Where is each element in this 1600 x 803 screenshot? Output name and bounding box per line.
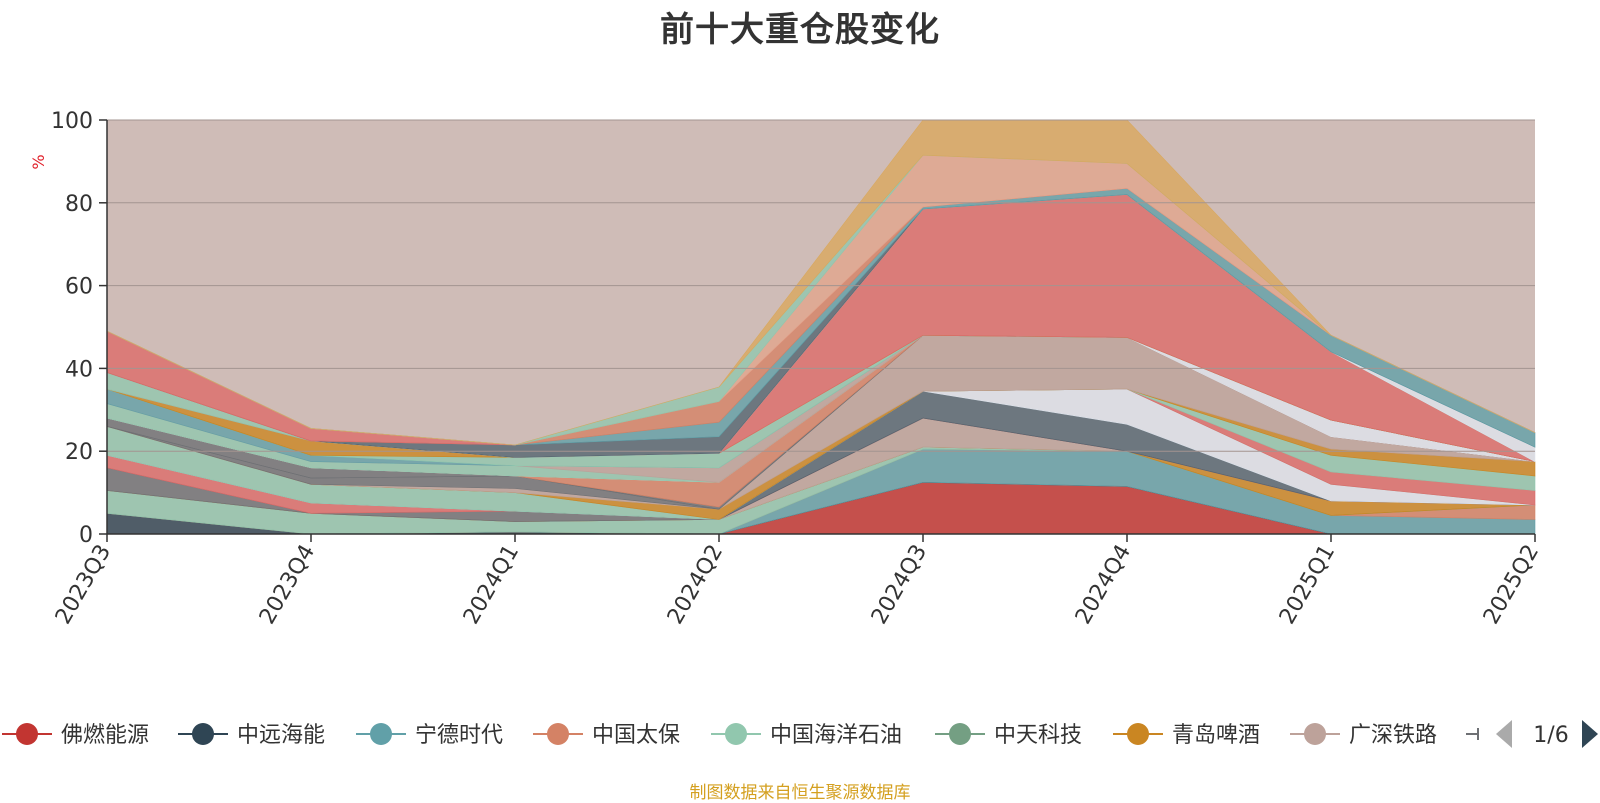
legend-marker (949, 723, 971, 745)
y-tick-label: 100 (51, 109, 93, 134)
y-tick-label: 80 (65, 192, 93, 217)
x-tick-label: 2024Q2 (663, 541, 728, 629)
series-areas (106, 119, 1536, 535)
legend-marker (192, 723, 214, 745)
legend-label: 青岛啤酒 (1172, 723, 1260, 748)
legend-marker (547, 723, 569, 745)
y-axis-unit-label: % (29, 154, 48, 169)
legend-next-page-icon[interactable] (1582, 720, 1598, 748)
area-series-36 (106, 119, 1536, 446)
x-tick-label: 2025Q2 (1479, 541, 1544, 629)
legend-item-佛燃能源[interactable]: 佛燃能源 (2, 723, 149, 748)
x-tick-label: 2023Q4 (255, 541, 320, 629)
legend-item-中远海能[interactable]: 中远海能 (178, 723, 325, 748)
legend-marker (1127, 723, 1149, 745)
x-tick-label: 2023Q3 (51, 541, 116, 629)
legend-label: 宁德时代 (415, 723, 503, 748)
y-tick-label: 20 (65, 440, 93, 465)
legend-label: 广深铁路 (1349, 723, 1437, 748)
x-tick-label: 2024Q1 (459, 541, 524, 629)
x-tick-label: 2025Q1 (1275, 541, 1340, 629)
legend-marker (1304, 723, 1326, 745)
chart-title: 前十大重仓股变化 (660, 10, 940, 50)
legend-label: 中远海能 (237, 723, 325, 748)
y-tick-label: 40 (65, 357, 93, 382)
y-tick-label: 60 (65, 275, 93, 300)
x-tick-label: 2024Q3 (867, 541, 932, 629)
legend-label: 中天科技 (994, 723, 1082, 748)
source-footnote: 制图数据来自恒生聚源数据库 (689, 783, 911, 803)
legend-page-indicator: 1/6 (1533, 723, 1568, 748)
legend-item-中国海洋石油[interactable]: 中国海洋石油 (711, 723, 902, 748)
legend-item-clipped[interactable] (1466, 728, 1479, 740)
legend-item-青岛啤酒[interactable]: 青岛啤酒 (1113, 723, 1260, 748)
legend[interactable]: 佛燃能源 中远海能 宁德时代 中国太保 中国海洋石油 中天科技 青岛啤酒 广深铁路 1/6 (2, 720, 1598, 748)
legend-marker (370, 723, 392, 745)
legend-label: 佛燃能源 (61, 723, 149, 748)
y-tick-label: 0 (79, 523, 93, 548)
legend-label: 中国太保 (592, 723, 680, 748)
legend-item-广深铁路[interactable]: 广深铁路 (1290, 723, 1437, 748)
legend-item-中天科技[interactable]: 中天科技 (935, 723, 1082, 748)
legend-marker (16, 723, 38, 745)
legend-item-中国太保[interactable]: 中国太保 (533, 723, 680, 748)
legend-marker (725, 723, 747, 745)
gridlines (107, 119, 1535, 452)
legend-prev-page-icon[interactable] (1496, 720, 1512, 748)
legend-item-宁德时代[interactable]: 宁德时代 (356, 723, 503, 748)
legend-label: 中国海洋石油 (770, 723, 902, 748)
x-tick-label: 2024Q4 (1071, 541, 1136, 629)
